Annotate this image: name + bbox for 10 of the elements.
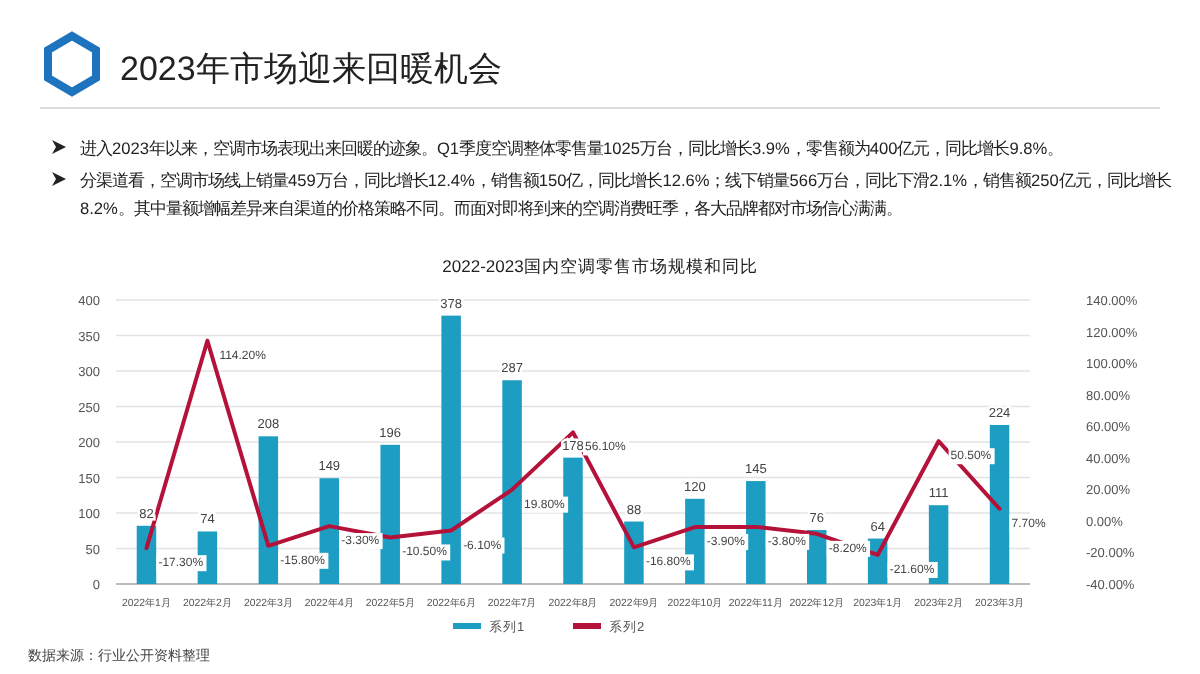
bar <box>989 424 1010 584</box>
bar <box>746 481 766 584</box>
text: 进入2023年以来，空调市场表现出来回暖的迹象。Q1季度空调整体零售量1025万台，同比增长3.9%，零售额为400亿元，同比增长9.8%。 <box>80 138 1064 158</box>
text: 分渠道看，空调市场线上销量459万台，同比增长12.4%，销售额150亿，同比增长12.6%；线下销量566万台，同比下滑2.1%，销售额250亿元，同比增长8.2%。其中量额增幅差异来自渠道的价格策略不同。而面对即将到来的空调消费旺季，各大品牌都对市场信心满满。 <box>80 170 1171 218</box>
chart-subtitle: 2022-2023国内空调零售市场规模和同比 <box>442 256 758 276</box>
bar <box>380 444 400 584</box>
bar <box>502 380 522 584</box>
bar <box>563 457 583 584</box>
bar <box>258 436 279 584</box>
chart-title: 2023年市场迎来回暖机会 <box>120 50 502 88</box>
